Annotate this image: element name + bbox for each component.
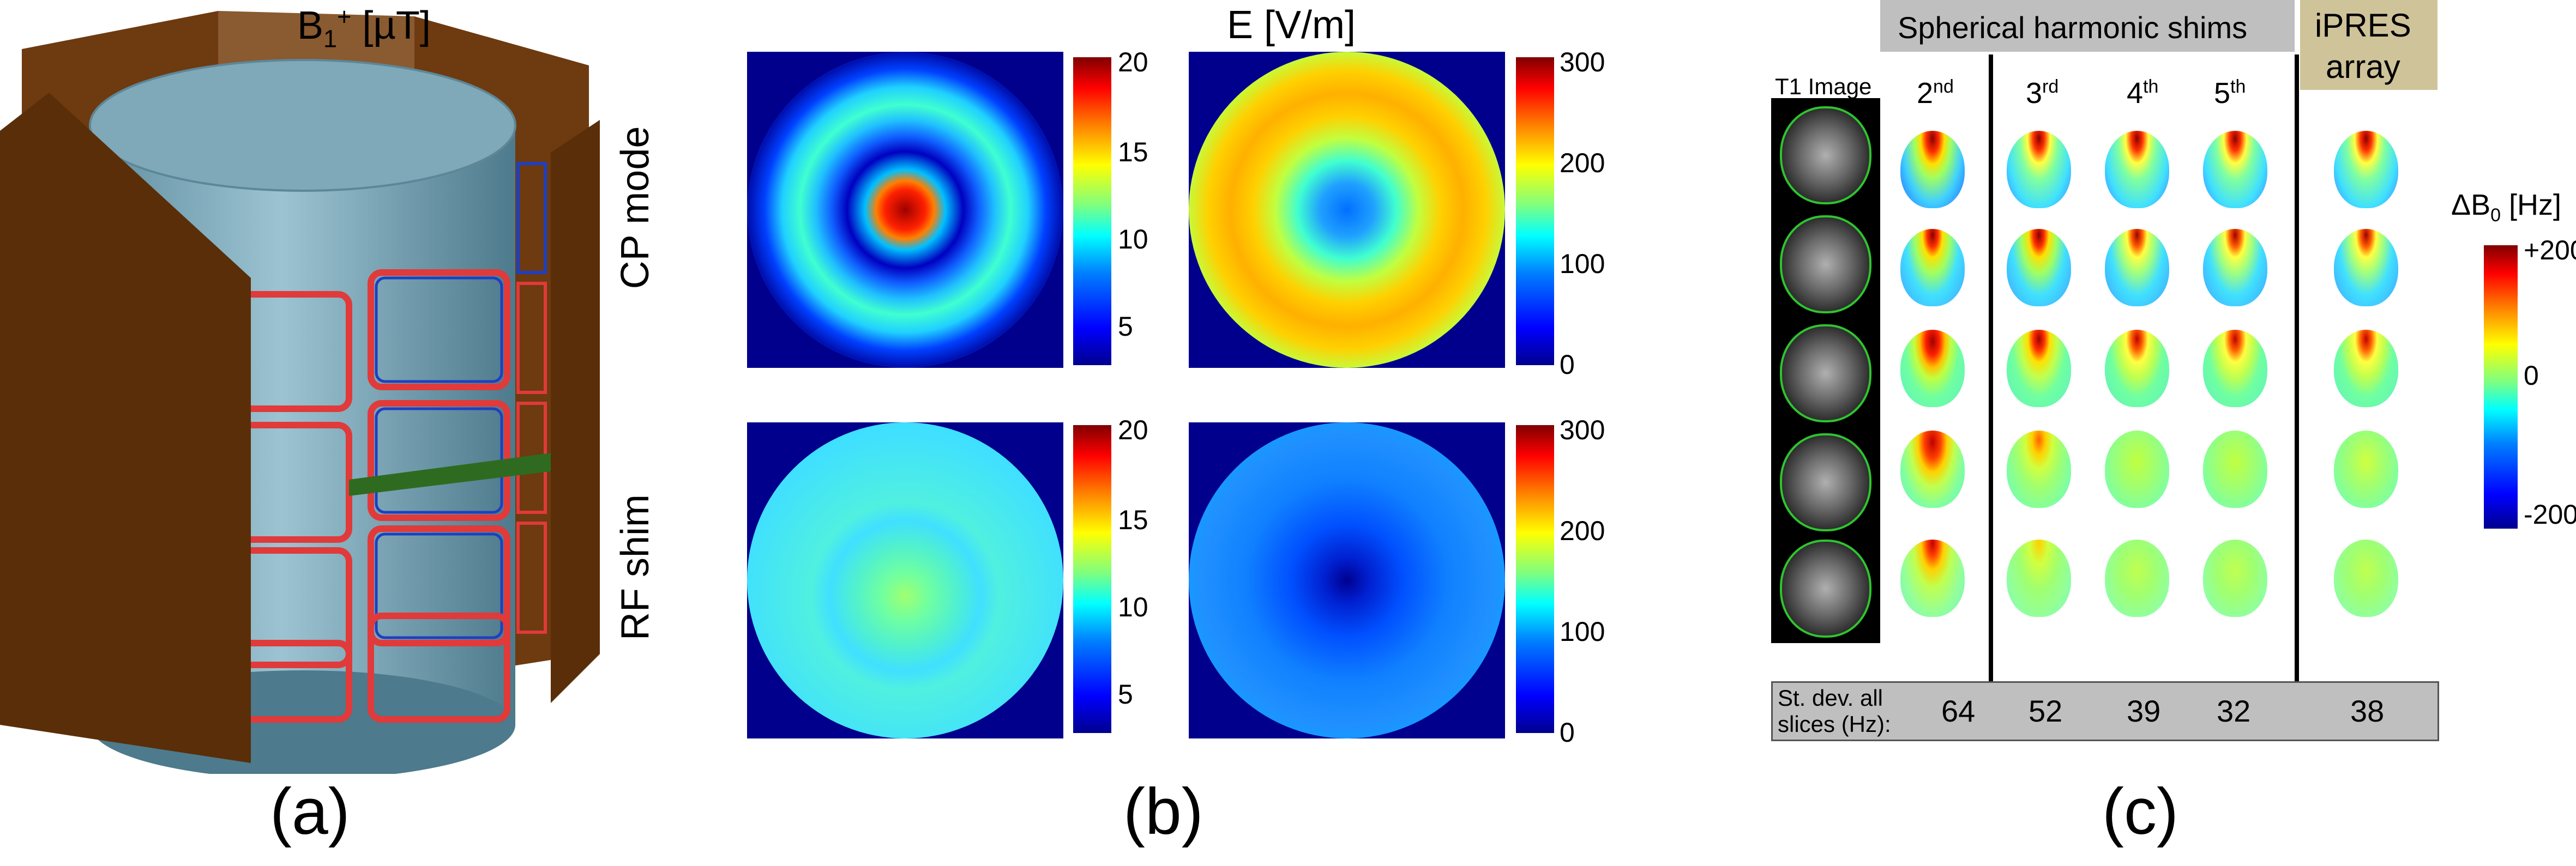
b0-colorbar: [2484, 245, 2518, 529]
e-cp-map: [1189, 52, 1505, 368]
b0-colorbar-title: ΔB0 [Hz]: [2451, 189, 2562, 226]
t1-slice: [1780, 324, 1871, 422]
std-dev-value-2nd: 64: [1941, 694, 1976, 728]
b1-tick: 20: [1118, 47, 1148, 77]
b1-tick: 15: [1118, 505, 1148, 535]
t1-slice: [1780, 540, 1871, 638]
b1-cp-map: [747, 52, 1063, 368]
b0-slice: [2007, 431, 2071, 508]
row-label-rf-shim: RF shim: [613, 494, 657, 640]
t1-image-label: T1 Image: [1775, 74, 1872, 99]
b1-colorbar-bottom: [1073, 425, 1111, 733]
b0-slice: [2007, 540, 2071, 617]
ipres-header-line1: iPRES: [2315, 7, 2411, 44]
b0-slice: [2334, 540, 2398, 617]
spherical-harmonic-header-box: [1880, 0, 2295, 52]
ipres-header-line2: array: [2326, 49, 2400, 85]
e-tick: 200: [1560, 516, 1605, 546]
e-colorbar-bottom: [1516, 425, 1554, 733]
separator-line: [1989, 54, 1993, 741]
order-header-4th: 4th: [2127, 76, 2159, 110]
std-dev-value-3rd: 52: [2029, 694, 2063, 728]
b1-tick: 10: [1118, 592, 1148, 622]
b0-tick: +200: [2524, 235, 2576, 265]
e-rf-shim-map: [1189, 422, 1505, 738]
std-dev-value-4th: 39: [2127, 694, 2161, 728]
b0-slice: [2105, 131, 2169, 208]
std-dev-value-5th: 32: [2217, 694, 2251, 728]
order-header-2nd: 2nd: [1917, 76, 1954, 110]
b0-slice: [2105, 229, 2169, 306]
e-tick: 300: [1560, 47, 1605, 77]
b0-slice: [2334, 229, 2398, 306]
b0-slice: [2105, 540, 2169, 617]
t1-slice: [1780, 106, 1871, 204]
b1-tick: 5: [1118, 311, 1133, 342]
b0-slice: [2007, 131, 2071, 208]
b1-tick: 15: [1118, 137, 1148, 167]
b0-slice: [2203, 131, 2267, 208]
std-dev-label-line2: slices (Hz):: [1778, 711, 1891, 737]
b1-tick: 5: [1118, 679, 1133, 710]
b0-slice: [1900, 431, 1965, 508]
b0-slice: [2334, 330, 2398, 407]
separator-line: [2295, 54, 2299, 741]
t1-slice: [1780, 433, 1871, 531]
b1-colorbar-top: [1073, 57, 1111, 365]
panel-label-b: (b): [1123, 775, 1203, 848]
std-dev-value-ipres: 38: [2350, 694, 2385, 728]
std-dev-label-line1: St. dev. all: [1778, 685, 1883, 711]
spherical-harmonic-header: Spherical harmonic shims: [1898, 10, 2248, 45]
b0-slice: [1900, 330, 1965, 407]
b0-slice: [2105, 330, 2169, 407]
e-tick: 200: [1560, 148, 1605, 178]
b0-slice: [2203, 431, 2267, 508]
std-dev-row: [1771, 681, 2439, 741]
b0-slice: [1900, 229, 1965, 306]
b0-slice: [1900, 131, 1965, 208]
panel-label-a: (a): [270, 775, 350, 848]
e-tick: 100: [1560, 249, 1605, 279]
row-label-cp-mode: CP mode: [613, 126, 657, 289]
b0-slice: [2334, 131, 2398, 208]
b0-slice: [2203, 330, 2267, 407]
b1-tick: 20: [1118, 415, 1148, 445]
b0-slice: [2105, 431, 2169, 508]
e-tick: 0: [1560, 349, 1575, 380]
b1-column-header: B1+ [µT]: [297, 3, 431, 53]
b1-rf-shim-map: [747, 422, 1063, 738]
coil-array-render: [0, 11, 600, 774]
b0-slice: [1900, 540, 1965, 617]
phantom-top: [89, 59, 516, 192]
front-panel-right: [551, 120, 600, 703]
b0-tick: 0: [2524, 360, 2539, 391]
order-header-5th: 5th: [2214, 76, 2246, 110]
e-column-header: E [V/m]: [1227, 3, 1356, 47]
b0-slice: [2334, 431, 2398, 508]
b0-slice: [2203, 229, 2267, 306]
b1-tick: 10: [1118, 224, 1148, 255]
e-tick: 100: [1560, 616, 1605, 647]
e-colorbar-top: [1516, 57, 1554, 365]
e-tick: 0: [1560, 717, 1575, 748]
panel-label-c: (c): [2102, 775, 2178, 848]
ipres-header-box: [2300, 0, 2437, 90]
b0-slice: [2203, 540, 2267, 617]
b0-tick: -200: [2524, 499, 2576, 530]
front-panel-left: [0, 93, 251, 763]
e-tick: 300: [1560, 415, 1605, 445]
t1-slice: [1780, 215, 1871, 313]
b0-slice: [2007, 330, 2071, 407]
order-header-3rd: 3rd: [2026, 76, 2059, 110]
b0-slice: [2007, 229, 2071, 306]
